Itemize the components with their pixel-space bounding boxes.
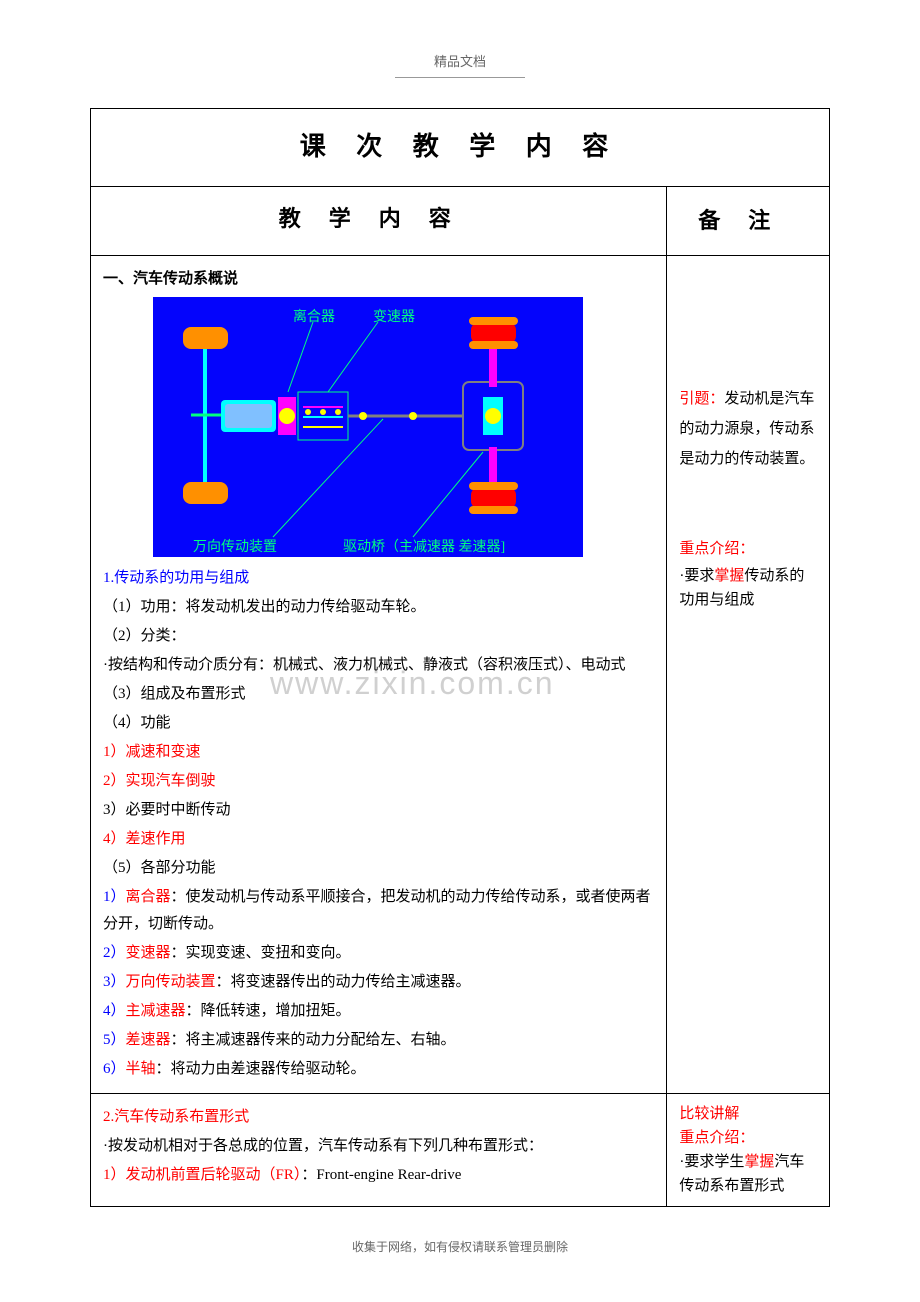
notes1-key-label: 重点介绍： [679, 534, 817, 564]
p6-num: 6） [103, 1061, 126, 1077]
page-wrapper: 精品文档 www.zixin.com.cn 课 次 教 学 内 容 教学内容 备… [90, 50, 830, 1259]
item-5: （5）各部分功能 [103, 855, 654, 882]
content-cell-2: 2.汽车传动系布置形式 ·按发动机相对于各总成的位置，汽车传动系有下列几种布置形… [91, 1094, 667, 1207]
p3-desc: ：将变速器传出的动力传给主减速器。 [216, 974, 471, 990]
item-1: （1）功用：将发动机发出的动力传给驱动车轮。 [103, 594, 654, 621]
p5-desc: ：将主减速器传来的动力分配给左、右轴。 [171, 1032, 456, 1048]
notes2-line1: 比较讲解 [679, 1102, 817, 1126]
drivetrain-diagram: 离合器 变速器 万向传动装置 驱动桥（主减速器 差速器] [153, 297, 583, 557]
p4-desc: ：降低转速，增加扭矩。 [186, 1003, 351, 1019]
p6-desc: ：将动力由差速器传给驱动轮。 [156, 1061, 366, 1077]
doc-header: 精品文档 [395, 50, 525, 78]
diagram-label-clutch: 离合器 [293, 305, 335, 330]
content-cell-1: 一、汽车传动系概说 [91, 256, 667, 1094]
p1-desc: ：使发动机与传动系平顺接合，把发动机的动力传给传动系，或者使两者分开，切断传动。 [103, 889, 651, 932]
notes1-intro-label: 引题： [679, 391, 724, 407]
diagram-label-drive-axle: 驱动桥（主减速器 差速器] [343, 535, 505, 557]
col-header-content: 教学内容 [91, 187, 667, 256]
diagram-label-universal: 万向传动装置 [193, 535, 277, 557]
notes2-line2: 重点介绍： [679, 1126, 817, 1150]
section-heading: 一、汽车传动系概说 [103, 266, 654, 293]
s2-line2-desc: ：Front-engine Rear-drive [301, 1167, 461, 1183]
p4-name: 主减速器 [126, 1003, 186, 1019]
s2-line1: ·按发动机相对于各总成的位置，汽车传动系有下列几种布置形式： [103, 1133, 654, 1160]
p1-num: 1） [103, 889, 126, 905]
item-2-detail: ·按结构和传动介质分有：机械式、液力机械式、静液式（容积液压式）、电动式 [103, 652, 654, 679]
p3-num: 3） [103, 974, 126, 990]
col-header-notes: 备注 [667, 187, 830, 256]
sub2-title: 2.汽车传动系布置形式 [103, 1109, 249, 1125]
diagram-label-transmission: 变速器 [373, 305, 415, 330]
sub1-title: 1.传动系的功用与组成 [103, 570, 249, 586]
p5-name: 差速器 [126, 1032, 171, 1048]
notes2-line3-mid: 掌握 [744, 1154, 774, 1170]
p2-desc: ：实现变速、变扭和变向。 [171, 945, 351, 961]
func-1: 1）减速和变速 [103, 744, 201, 760]
func-4: 4）差速作用 [103, 831, 186, 847]
notes-cell-1: 引题：发动机是汽车的动力源泉，传动系是动力的传动装置。 重点介绍： ·要求掌握传… [667, 256, 830, 1094]
item-4: （4）功能 [103, 710, 654, 737]
p2-name: 变速器 [126, 945, 171, 961]
item-2: （2）分类： [103, 623, 654, 650]
doc-footer: 收集于网络，如有侵权请联系管理员删除 [90, 1237, 830, 1259]
notes2-line3-pre: ·要求学生 [679, 1154, 744, 1170]
s2-line2-label: 1）发动机前置后轮驱动（FR） [103, 1167, 301, 1183]
p3-name: 万向传动装置 [126, 974, 216, 990]
notes1-key-pre: ·要求 [679, 568, 714, 584]
p5-num: 5） [103, 1032, 126, 1048]
notes1-key-mid: 掌握 [714, 568, 744, 584]
func-2: 2）实现汽车倒驶 [103, 773, 216, 789]
notes-cell-2: 比较讲解 重点介绍： ·要求学生掌握汽车传动系布置形式 [667, 1094, 830, 1207]
diagram-svg [153, 297, 583, 557]
p6-name: 半轴 [126, 1061, 156, 1077]
p2-num: 2） [103, 945, 126, 961]
p4-num: 4） [103, 1003, 126, 1019]
table-title: 课 次 教 学 内 容 [91, 109, 830, 187]
p1-name: 离合器 [126, 889, 171, 905]
func-3: 3）必要时中断传动 [103, 797, 654, 824]
lesson-table: 课 次 教 学 内 容 教学内容 备注 一、汽车传动系概说 [90, 108, 830, 1207]
item-3: （3）组成及布置形式 [103, 681, 654, 708]
